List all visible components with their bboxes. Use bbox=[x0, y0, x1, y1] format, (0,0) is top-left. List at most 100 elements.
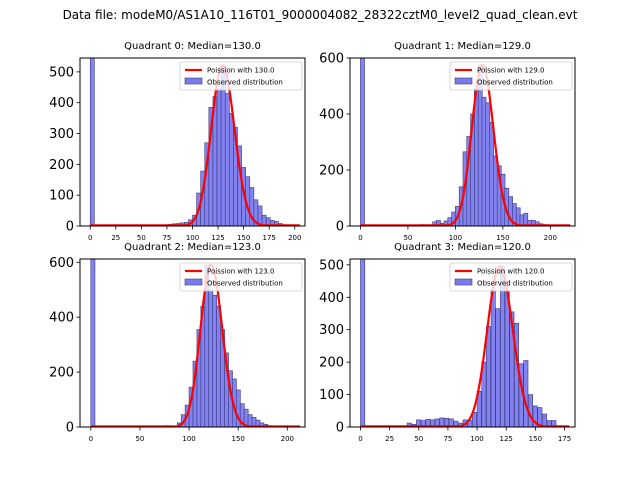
histogram-bar bbox=[420, 420, 426, 427]
histogram-bar bbox=[490, 288, 496, 427]
histogram-bar bbox=[453, 420, 459, 427]
y-tick-label: 200 bbox=[319, 356, 344, 371]
subplot-title: Quadrant 3: Median=120.0 bbox=[394, 242, 531, 253]
x-tick-label: 100 bbox=[182, 435, 195, 443]
x-tick-label: 0 bbox=[88, 234, 92, 242]
legend: Poission with 123.0 Observed distribution bbox=[179, 262, 303, 292]
legend-box bbox=[179, 262, 303, 292]
histogram-bar bbox=[546, 420, 552, 427]
y-tick-label: 0 bbox=[336, 220, 344, 235]
x-tick-label: 25 bbox=[111, 234, 120, 242]
legend-label-observed: Observed distribution bbox=[207, 79, 283, 87]
legend-label-poisson: Poission with 129.0 bbox=[477, 67, 545, 75]
x-tick-label: 0 bbox=[89, 435, 93, 443]
histogram-bars bbox=[360, 259, 557, 427]
legend: Poission with 129.0 Observed distribution bbox=[449, 61, 573, 91]
axes-frame bbox=[349, 258, 576, 428]
histogram-bar bbox=[416, 419, 422, 427]
y-tick-label: 100 bbox=[319, 388, 344, 403]
histogram-bar bbox=[542, 413, 547, 427]
y-tick-label: 400 bbox=[49, 311, 74, 326]
x-tick-label: 50 bbox=[403, 234, 412, 242]
histogram-bar bbox=[208, 289, 214, 427]
x-tick-label: 200 bbox=[544, 234, 557, 242]
poisson-curve bbox=[90, 64, 300, 226]
y-tick-label: 200 bbox=[319, 164, 344, 179]
x-tick-label: 0 bbox=[358, 435, 362, 443]
y-tick-label: 0 bbox=[66, 220, 74, 235]
histogram-bar bbox=[444, 417, 450, 427]
histogram-bar bbox=[216, 88, 222, 226]
histogram-bar bbox=[430, 419, 436, 427]
legend-bar-swatch bbox=[184, 278, 203, 286]
subplot-quadrant-1: Quadrant 1: Median=129.0 0 200 400 600 0 50 100… bbox=[319, 41, 576, 242]
y-tick-label: 0 bbox=[66, 421, 74, 436]
legend-label-poisson: Poission with 123.0 bbox=[207, 268, 275, 276]
x-tick-label: 0 bbox=[358, 234, 362, 242]
histogram-bar bbox=[523, 360, 529, 427]
x-tick-label: 150 bbox=[237, 234, 250, 242]
y-tick-label: 100 bbox=[49, 189, 74, 204]
histogram-bar bbox=[504, 290, 510, 427]
subplot-title: Quadrant 2: Median=123.0 bbox=[124, 242, 261, 253]
x-tick-label: 50 bbox=[137, 234, 146, 242]
legend-label-poisson: Poission with 120.0 bbox=[477, 268, 545, 276]
histogram-bar bbox=[434, 418, 440, 427]
histogram-bar bbox=[448, 418, 454, 427]
histogram-bar bbox=[229, 113, 234, 226]
histogram-bar bbox=[551, 420, 557, 427]
x-tick-label: 175 bbox=[558, 435, 571, 443]
histogram-bar bbox=[509, 311, 515, 427]
y-tick-label: 500 bbox=[319, 258, 344, 273]
histogram-bar bbox=[523, 213, 529, 226]
histogram-bar bbox=[489, 122, 494, 226]
y-tick-label: 200 bbox=[49, 158, 74, 173]
histogram-bar bbox=[212, 294, 218, 427]
x-tick-label: 200 bbox=[281, 435, 294, 443]
y-tick-label: 400 bbox=[49, 96, 74, 111]
y-tick-label: 400 bbox=[319, 291, 344, 306]
histogram-bar bbox=[90, 259, 96, 427]
histogram-bar bbox=[216, 305, 221, 427]
x-tick-label: 150 bbox=[496, 234, 509, 242]
legend-label-poisson: Poission with 130.0 bbox=[207, 67, 275, 75]
legend-bar-swatch bbox=[454, 278, 473, 286]
x-tick-label: 200 bbox=[288, 234, 301, 242]
legend: Poission with 120.0 Observed distribution bbox=[449, 262, 573, 292]
histogram-bar bbox=[481, 96, 487, 226]
axes-frame bbox=[349, 57, 576, 227]
y-tick-label: 600 bbox=[319, 52, 344, 67]
x-tick-label: 75 bbox=[443, 435, 452, 443]
legend-box bbox=[449, 61, 573, 91]
histogram-bar bbox=[515, 207, 521, 226]
y-tick-label: 0 bbox=[336, 421, 344, 436]
x-tick-label: 25 bbox=[385, 435, 394, 443]
legend-box bbox=[179, 61, 303, 91]
y-tick-label: 300 bbox=[49, 127, 74, 142]
histogram-bar bbox=[425, 418, 431, 427]
x-tick-label: 75 bbox=[162, 234, 171, 242]
histogram-bar bbox=[360, 259, 366, 427]
histogram-bar bbox=[495, 308, 501, 427]
x-tick-label: 100 bbox=[470, 435, 483, 443]
x-tick-label: 100 bbox=[449, 234, 462, 242]
subplot-quadrant-2: Quadrant 2: Median=123.0 0 200 400 600 0 50 100… bbox=[49, 242, 306, 443]
legend-label-observed: Observed distribution bbox=[477, 79, 553, 87]
subplot-quadrant-3: Quadrant 3: Median=120.0 0 100 200 300 400 500… bbox=[319, 242, 576, 443]
x-tick-label: 150 bbox=[232, 435, 245, 443]
legend-bar-swatch bbox=[184, 77, 203, 85]
figure-suptitle: Data file: modeM0/AS1A10_116T01_90000040… bbox=[62, 8, 578, 22]
y-tick-label: 400 bbox=[319, 108, 344, 123]
y-tick-label: 500 bbox=[49, 65, 74, 80]
histogram-bar bbox=[89, 58, 95, 226]
histogram-bar bbox=[360, 58, 365, 226]
x-tick-label: 50 bbox=[135, 435, 144, 443]
y-tick-label: 200 bbox=[49, 366, 74, 381]
histogram-bar bbox=[224, 93, 230, 226]
y-tick-label: 300 bbox=[319, 323, 344, 338]
legend-label-observed: Observed distribution bbox=[477, 280, 553, 288]
subplot-title: Quadrant 0: Median=130.0 bbox=[124, 41, 261, 52]
poisson-curve bbox=[360, 265, 570, 427]
x-tick-label: 150 bbox=[529, 435, 542, 443]
